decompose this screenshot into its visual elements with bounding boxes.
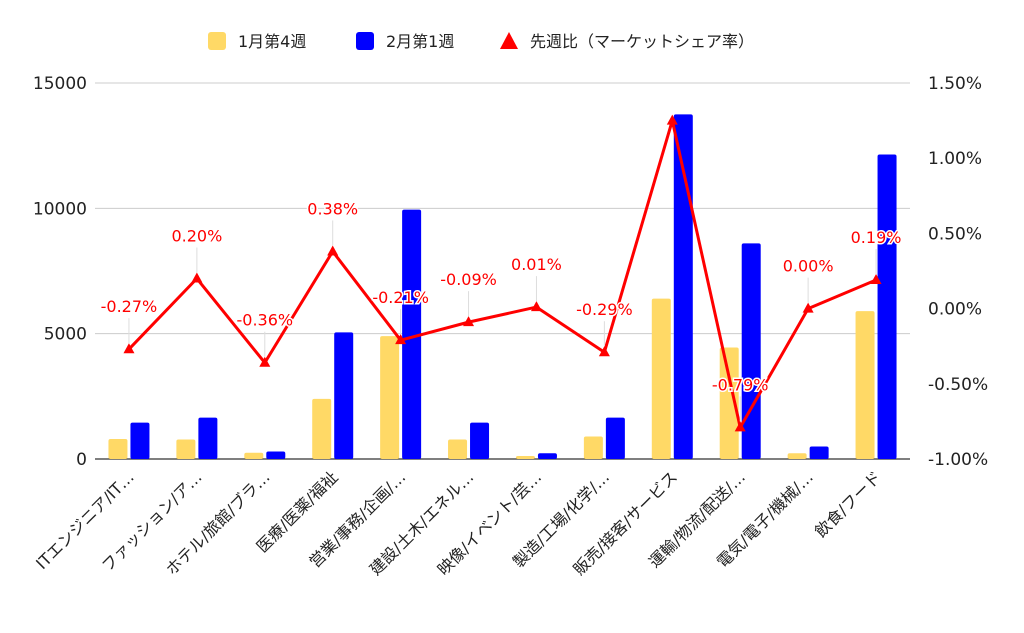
share-change-line bbox=[127, 119, 877, 429]
share-change-point bbox=[666, 114, 678, 125]
bar-week1-feb bbox=[537, 453, 557, 459]
bar-week4-jan bbox=[244, 452, 264, 459]
x-axis: ITエンジニア/IT…ファッション/ア…ホテル/旅館/ブラ…医療/医薬/福祉営業… bbox=[32, 467, 885, 579]
share-change-label: -0.36% bbox=[236, 311, 293, 330]
bar-week1-feb bbox=[198, 417, 218, 459]
right-y-tick-label: 0.50% bbox=[928, 224, 982, 244]
share-change-label: 0.38% bbox=[307, 199, 358, 218]
bar-week4-jan bbox=[855, 311, 875, 459]
share-change-label: 0.01% bbox=[511, 255, 562, 274]
legend-swatch bbox=[356, 32, 374, 50]
share-change-label: -0.09% bbox=[440, 270, 497, 289]
bar-week4-jan bbox=[787, 453, 807, 459]
bar-week4-jan bbox=[448, 439, 468, 459]
x-category-label: 飲食/フード bbox=[811, 467, 885, 541]
bar-week4-jan bbox=[108, 438, 128, 459]
share-change-point bbox=[123, 343, 135, 354]
share-change-point bbox=[191, 272, 203, 283]
share-change-point bbox=[598, 346, 610, 357]
bar-week4-jan bbox=[583, 436, 603, 459]
gridlines bbox=[95, 82, 910, 460]
share-change-point bbox=[734, 421, 746, 432]
left-y-tick-label: 10000 bbox=[33, 199, 87, 219]
bar-week1-feb bbox=[741, 243, 761, 459]
right-y-tick-label: -0.50% bbox=[928, 375, 988, 395]
share-change-label: -0.27% bbox=[101, 297, 158, 316]
share-change-label: -0.21% bbox=[372, 288, 429, 307]
bar-week4-jan bbox=[651, 298, 671, 459]
share-change-point bbox=[530, 301, 542, 312]
legend-swatch bbox=[208, 32, 226, 50]
left-y-tick-label: 15000 bbox=[33, 74, 87, 94]
left-y-tick-label: 5000 bbox=[44, 325, 87, 345]
legend-label: 1月第4週 bbox=[238, 32, 306, 51]
share-change-label: -0.29% bbox=[576, 300, 633, 319]
share-change-label: 0.20% bbox=[171, 227, 222, 246]
legend: 1月第4週 2月第1週 先週比（マーケットシェア率） bbox=[208, 32, 754, 51]
share-change-point bbox=[395, 334, 407, 345]
share-change-label: 0.19% bbox=[851, 228, 902, 247]
share-change-point bbox=[327, 245, 339, 256]
right-y-tick-label: 1.50% bbox=[928, 74, 982, 94]
share-change-label: -0.79% bbox=[712, 375, 769, 394]
share-change-point bbox=[259, 356, 271, 367]
share-change-label: 0.00% bbox=[783, 257, 834, 276]
bar-week1-feb bbox=[809, 446, 829, 459]
bar-week1-feb bbox=[470, 422, 490, 459]
right-y-axis: -1.00% -0.50% 0.00% 0.50% 1.00% 1.50% bbox=[928, 74, 988, 470]
legend-label: 2月第1週 bbox=[386, 32, 454, 51]
right-y-tick-label: 1.00% bbox=[928, 149, 982, 169]
bar-week4-jan bbox=[515, 455, 535, 459]
legend-label: 先週比（マーケットシェア率） bbox=[530, 32, 754, 51]
right-y-tick-label: -1.00% bbox=[928, 450, 988, 470]
bar-week1-feb bbox=[334, 332, 354, 459]
share-change-point bbox=[870, 274, 882, 285]
bar-week4-jan bbox=[176, 439, 196, 459]
bar-week4-jan bbox=[312, 398, 332, 459]
bar-week1-feb bbox=[605, 417, 625, 459]
bar-week1-feb bbox=[130, 422, 150, 459]
bar-week1-feb bbox=[266, 451, 286, 459]
bar-week1-feb bbox=[673, 114, 693, 459]
data-labels: -0.27% 0.20% -0.36% 0.38% -0.21% -0.09% 0.01% -… bbox=[99, 198, 903, 422]
bar-week4-jan bbox=[719, 347, 739, 459]
bar-week1-feb bbox=[877, 154, 897, 459]
share-change-point bbox=[463, 316, 475, 327]
bar-week4-jan bbox=[380, 336, 400, 459]
left-y-axis: 0 5000 10000 15000 bbox=[33, 74, 87, 470]
bar-week1-feb bbox=[402, 209, 422, 459]
left-y-tick-label: 0 bbox=[76, 450, 87, 470]
line-series bbox=[123, 114, 882, 432]
share-change-point bbox=[802, 302, 814, 313]
bar-series bbox=[108, 114, 897, 459]
legend-triangle-icon bbox=[500, 32, 518, 49]
right-y-tick-label: 0.00% bbox=[928, 300, 982, 320]
